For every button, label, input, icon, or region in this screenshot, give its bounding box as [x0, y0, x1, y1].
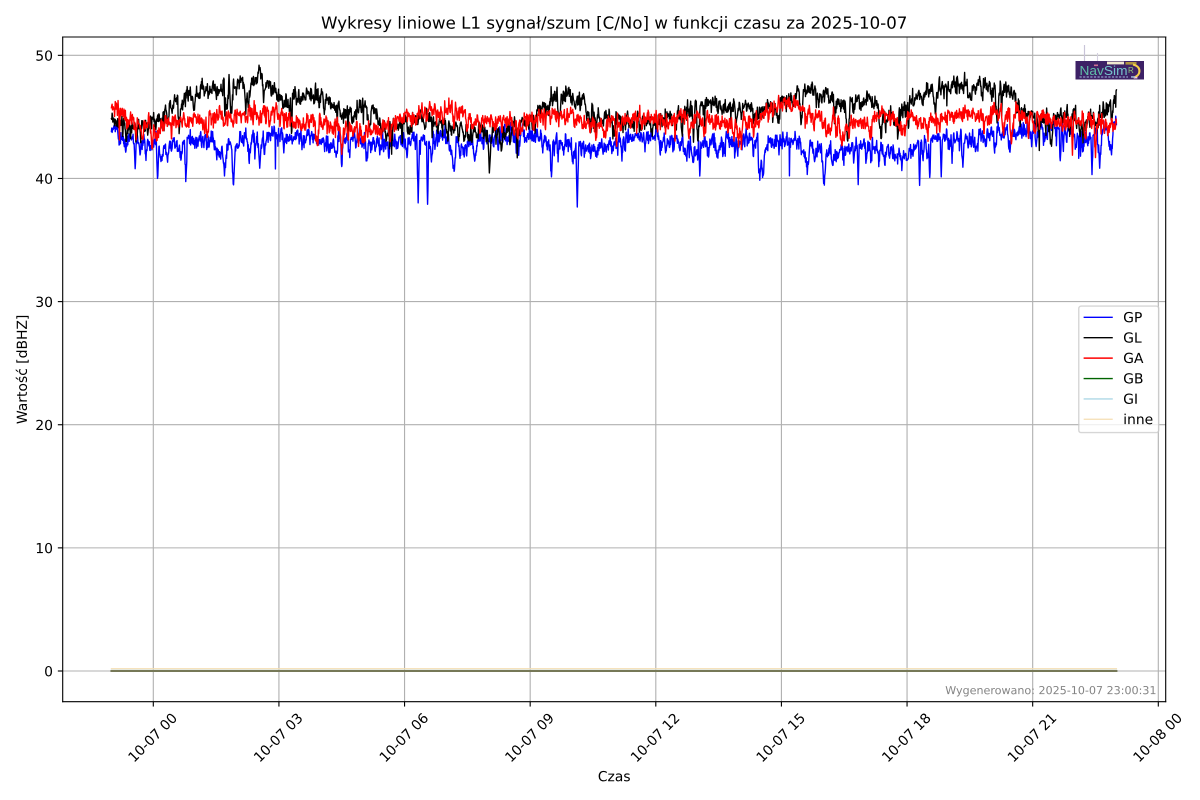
svg-text:R: R: [1128, 66, 1134, 75]
svg-text:NavSim: NavSim: [1080, 63, 1128, 78]
